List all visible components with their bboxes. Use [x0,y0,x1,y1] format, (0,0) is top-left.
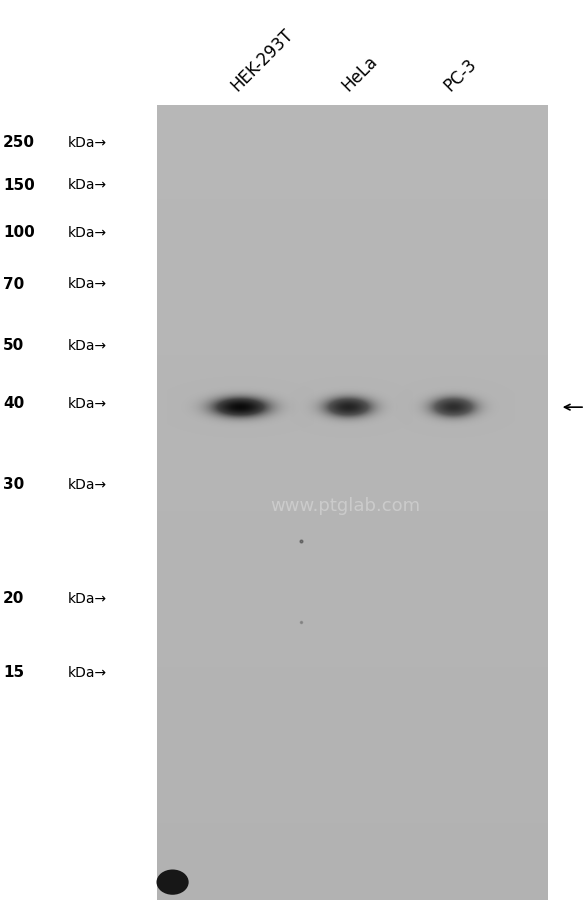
Text: www.ptglab.com: www.ptglab.com [270,496,420,514]
Text: PC-3: PC-3 [441,55,480,95]
Text: kDa→: kDa→ [67,178,106,192]
Text: 50: 50 [3,338,24,353]
Text: HEK-293T: HEK-293T [227,25,297,95]
Text: kDa→: kDa→ [67,277,106,291]
Text: HeLa: HeLa [338,52,381,95]
Text: 250: 250 [3,135,35,150]
Text: kDa→: kDa→ [67,338,106,353]
Text: kDa→: kDa→ [67,226,106,240]
Text: 40: 40 [3,396,24,410]
Text: kDa→: kDa→ [67,477,106,492]
Text: 100: 100 [3,226,35,240]
Text: 70: 70 [3,277,24,291]
Text: 30: 30 [3,477,24,492]
Ellipse shape [156,870,189,895]
Text: kDa→: kDa→ [67,665,106,679]
Text: kDa→: kDa→ [67,135,106,150]
Text: 150: 150 [3,178,35,192]
Text: kDa→: kDa→ [67,591,106,605]
Text: 20: 20 [3,591,25,605]
Text: 15: 15 [3,665,24,679]
Text: kDa→: kDa→ [67,396,106,410]
